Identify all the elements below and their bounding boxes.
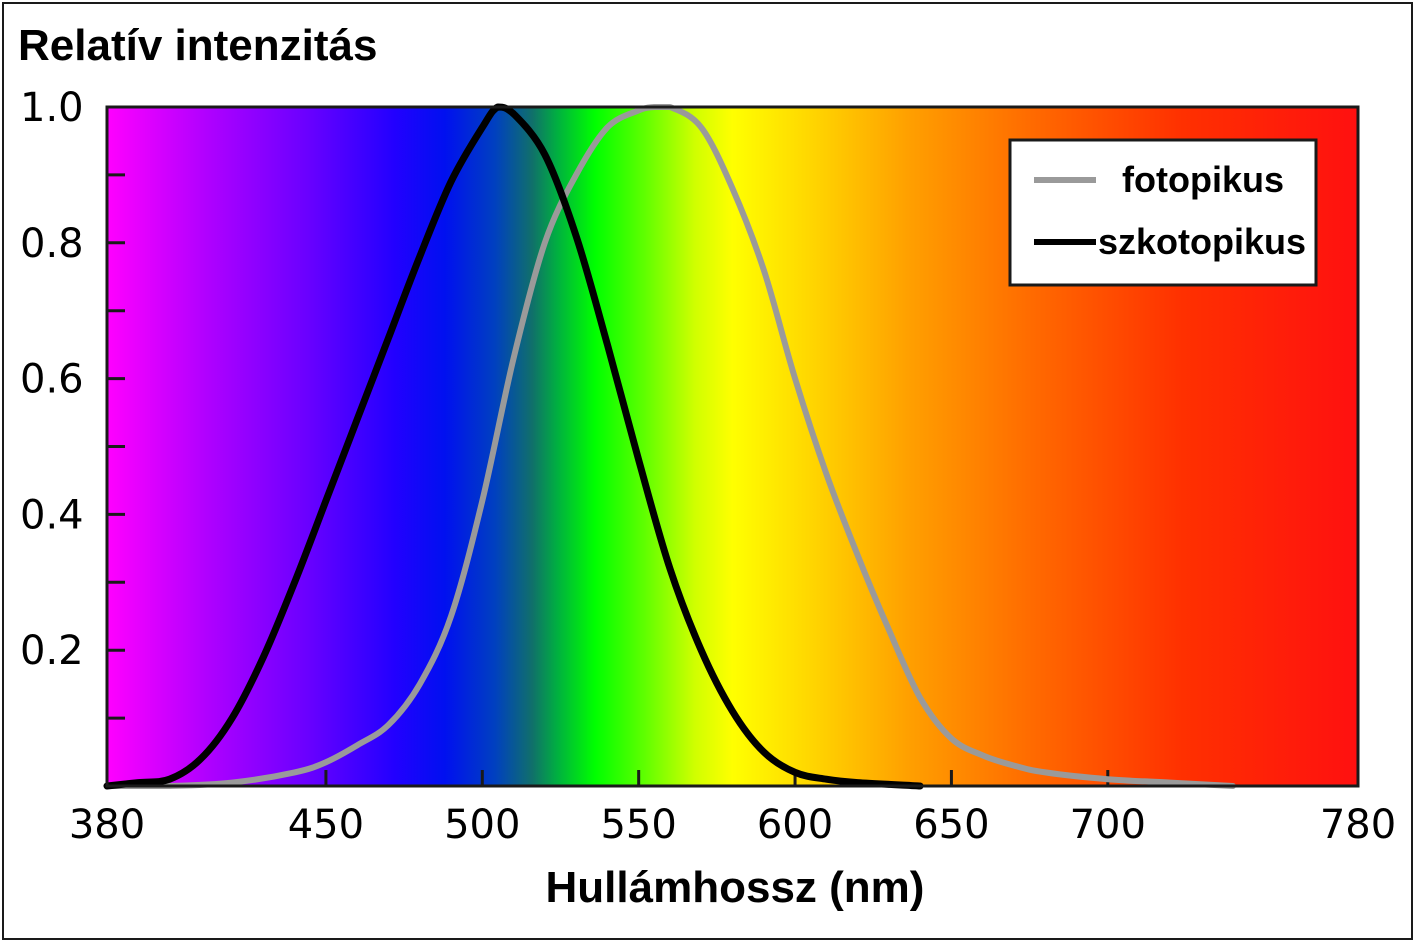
- y-tick-label: 0.2: [20, 628, 84, 674]
- x-tick-label: 650: [913, 802, 989, 848]
- y-axis-ticks: 0.2 0.4 0.6 0.8 1.0: [20, 85, 125, 720]
- x-tick-label: 600: [757, 802, 833, 848]
- x-axis-title: Hullámhossz (nm): [546, 863, 925, 912]
- x-tick-label: 380: [69, 802, 145, 848]
- y-axis-title: Relatív intenzitás: [18, 21, 377, 70]
- x-tick-label: 550: [600, 802, 676, 848]
- legend-label-fotopikus: fotopikus: [1122, 159, 1284, 200]
- legend-label-szkotopikus: szkotopikus: [1098, 221, 1306, 262]
- legend: fotopikus szkotopikus: [1008, 138, 1318, 287]
- x-tick-label: 780: [1320, 802, 1396, 848]
- plot-border: [105, 105, 1360, 788]
- y-tick-label: 1.0: [20, 85, 84, 131]
- x-axis-ticks: 380 450 500 550 600 650 700 780: [69, 770, 1396, 848]
- legend-box: [1008, 138, 1318, 287]
- x-tick-label: 500: [444, 802, 520, 848]
- x-tick-label: 700: [1070, 802, 1146, 848]
- y-tick-label: 0.4: [20, 492, 84, 538]
- y-tick-label: 0.6: [20, 357, 84, 403]
- x-tick-label: 450: [288, 802, 364, 848]
- y-tick-label: 0.8: [20, 221, 84, 267]
